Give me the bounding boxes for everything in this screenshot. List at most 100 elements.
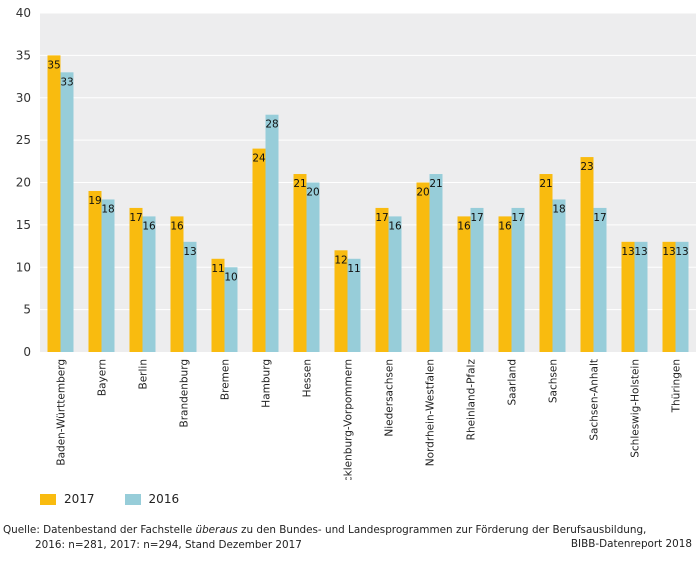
x-tick-label: Berlin — [138, 359, 150, 389]
bar-2016 — [388, 216, 402, 352]
data-label: 16 — [170, 220, 184, 232]
bar-2016 — [634, 241, 648, 352]
y-tick-label: 10 — [16, 260, 31, 274]
bar-2016 — [101, 199, 115, 352]
data-label: 16 — [498, 220, 512, 232]
x-tick-label: Sachsen-Anhalt — [589, 359, 601, 441]
bar-2017 — [375, 207, 389, 352]
bar-2017 — [129, 207, 143, 352]
y-tick-label: 30 — [16, 91, 31, 105]
source-prefix: Quelle: Datenbestand der Fachstelle — [3, 524, 196, 536]
bar-2017 — [539, 174, 553, 352]
bar-2017 — [416, 182, 430, 352]
data-label: 12 — [334, 254, 347, 266]
bar-2016 — [675, 241, 689, 352]
source-note: Quelle: Datenbestand der Fachstelle über… — [3, 523, 693, 553]
data-label: 13 — [621, 246, 634, 258]
data-label: 20 — [306, 187, 319, 199]
y-tick-label: 5 — [23, 303, 31, 317]
data-label: 23 — [580, 161, 593, 173]
source-rest: zu den Bundes- und Landesprogrammen zur … — [237, 524, 647, 536]
bar-2017 — [662, 241, 676, 352]
data-label: 21 — [429, 178, 442, 190]
bar-2017 — [334, 250, 348, 352]
data-label: 20 — [416, 187, 429, 199]
bar-2017 — [211, 258, 225, 352]
data-label: 13 — [634, 246, 647, 258]
x-tick-label: Sachsen — [548, 359, 560, 403]
bars — [47, 55, 689, 352]
data-label: 19 — [88, 195, 101, 207]
source-line-1: Quelle: Datenbestand der Fachstelle über… — [3, 523, 693, 538]
bar-2016 — [265, 114, 279, 352]
data-label: 17 — [470, 212, 483, 224]
credit: BIBB-Datenreport 2018 — [570, 538, 692, 550]
data-label: 16 — [388, 220, 402, 232]
bar-2017 — [252, 148, 266, 352]
data-label: 17 — [593, 212, 606, 224]
x-tick-label: Brandenburg — [179, 359, 191, 428]
bar-2016 — [306, 182, 320, 352]
y-tick-label: 0 — [23, 345, 31, 359]
bar-2016 — [224, 267, 238, 352]
x-tick-label: Rheinland-Pfalz — [466, 359, 478, 441]
x-tick-label: Bayern — [97, 359, 109, 396]
bar-2017 — [47, 55, 61, 352]
y-tick-label: 15 — [16, 218, 31, 232]
x-tick-label: Baden-Württemberg — [56, 359, 68, 466]
x-tick-label: Nordrhein-Westfalen — [425, 359, 437, 466]
source-emphasis: überaus — [195, 524, 238, 536]
legend-item-2016: 2016 — [124, 492, 180, 506]
bar-2017 — [580, 157, 594, 352]
data-label: 21 — [293, 178, 306, 190]
legend-label-2017: 2017 — [64, 492, 95, 506]
x-tick-label: Niedersachsen — [384, 359, 396, 437]
y-tick-label: 40 — [16, 6, 31, 20]
bar-2017 — [457, 216, 471, 352]
data-label: 13 — [675, 246, 688, 258]
bar-2016 — [511, 207, 525, 352]
data-label: 17 — [511, 212, 524, 224]
bar-2016 — [429, 174, 443, 352]
legend-label-2016: 2016 — [148, 492, 180, 506]
x-tick-label: Hamburg — [261, 359, 273, 408]
x-tick-label: Bremen — [220, 359, 232, 400]
data-label: 16 — [457, 220, 471, 232]
bar-2017 — [498, 216, 512, 352]
data-label: 17 — [375, 212, 388, 224]
y-tick-label: 35 — [16, 48, 31, 62]
x-tick-label: Schleswig-Holstein — [630, 359, 642, 458]
bar-2016 — [183, 241, 197, 352]
bar-2017 — [88, 190, 102, 352]
data-label: 28 — [265, 119, 278, 131]
bar-2016 — [347, 258, 361, 352]
data-label: 33 — [60, 76, 73, 88]
data-label: 16 — [142, 220, 156, 232]
bar-2017 — [293, 174, 307, 352]
y-tick-label: 25 — [16, 133, 31, 147]
bar-2016 — [552, 199, 566, 352]
data-label: 24 — [252, 153, 266, 165]
data-label: 10 — [224, 271, 237, 283]
bar-2016 — [593, 207, 607, 352]
legend-swatch-2017 — [40, 493, 56, 505]
data-label: 21 — [539, 178, 552, 190]
x-tick-label: Mecklenburg-Vorpommern — [343, 359, 355, 480]
data-label: 35 — [47, 59, 60, 71]
data-label: 18 — [552, 203, 565, 215]
bar-2017 — [170, 216, 184, 352]
bar-2016 — [142, 216, 156, 352]
bar-2016 — [60, 72, 74, 352]
y-axis: 0 5 10 15 20 25 30 35 40 — [16, 6, 31, 359]
legend-swatch-2016 — [124, 493, 141, 505]
bar-2017 — [621, 241, 635, 352]
x-tick-label: Thüringen — [671, 359, 683, 413]
data-label: 11 — [211, 263, 224, 275]
x-tick-label: Saarland — [507, 359, 519, 406]
x-axis: Baden-Württemberg Bayern Berlin Brandenburg… — [56, 359, 683, 480]
data-label: 18 — [101, 203, 114, 215]
x-tick-label: Hessen — [302, 359, 314, 397]
data-label: 13 — [662, 246, 675, 258]
bar-2016 — [470, 207, 484, 352]
